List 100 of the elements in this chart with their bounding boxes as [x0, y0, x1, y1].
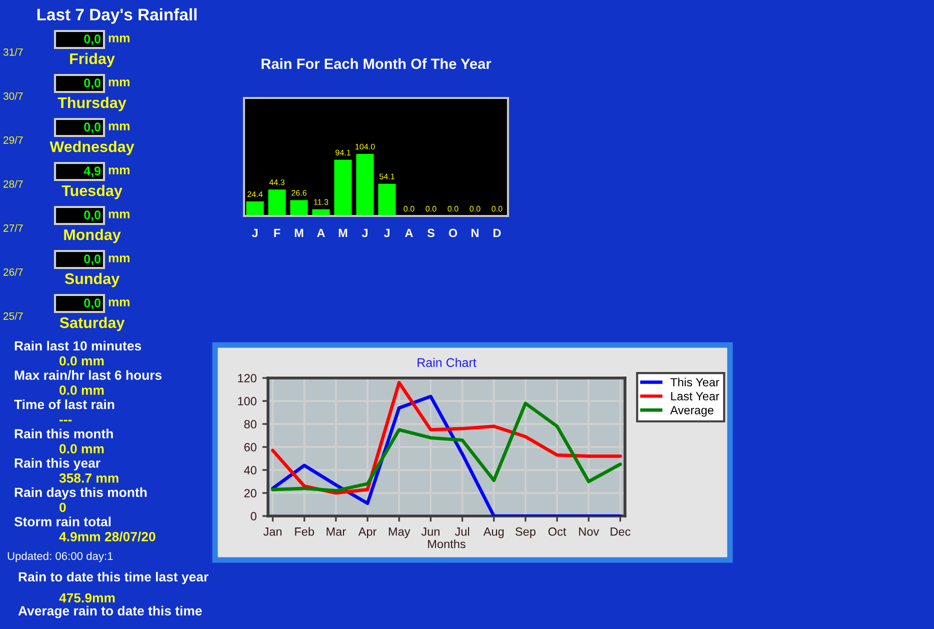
chart-title: Rain Chart: [418, 358, 476, 368]
y-tick-label: 120: [238, 374, 256, 382]
x-tick-label: Dec: [610, 528, 630, 536]
text: 4.9mm 28/07/20: [59, 532, 156, 542]
text: 0,0: [84, 78, 100, 90]
y-tick-label: 80: [244, 420, 256, 428]
x-tick-label: Feb: [295, 527, 314, 536]
x-tick-label: M: [338, 228, 348, 238]
text: 25/7: [4, 312, 23, 320]
data-label: 0.0: [448, 206, 458, 212]
category-label: Sunday: [64, 272, 120, 288]
category-label: Wednesday: [50, 140, 134, 156]
x-tick-label: J: [252, 228, 258, 238]
bar: [334, 160, 352, 216]
bar: [246, 201, 264, 216]
category-label: Friday: [70, 52, 115, 68]
category-label: Time of last rain: [14, 399, 114, 410]
x-tick-label: Nov: [579, 528, 600, 536]
data-label: 26.6: [292, 190, 306, 196]
data-label: 11.3: [314, 199, 328, 205]
legend-label: Last Year: [671, 392, 720, 400]
text: mm: [108, 256, 130, 262]
x-tick-label: Apr: [358, 528, 377, 538]
bar: [268, 190, 286, 216]
x-tick-label: Mar: [326, 528, 346, 536]
y-tick-label: 40: [244, 466, 256, 474]
category-label: Storm rain total: [14, 516, 111, 526]
text: 0,0: [84, 298, 100, 310]
text: mm: [108, 36, 130, 42]
data-label: 94.1: [336, 150, 350, 156]
text: mm: [108, 212, 130, 218]
x-tick-label: Jun: [421, 528, 440, 536]
text: 31/7: [3, 48, 23, 56]
x-tick-label: S: [427, 228, 434, 238]
text: mm: [108, 124, 130, 130]
x-tick-label: Oct: [548, 527, 566, 536]
text: mm: [108, 80, 130, 86]
data-label: 24.4: [248, 191, 263, 197]
x-tick-label: N: [472, 228, 478, 238]
text: 29/7: [4, 136, 23, 144]
text: 27/7: [4, 224, 23, 232]
chart-title: Rain For Each Month Of The Year: [262, 58, 492, 69]
text: 0,0: [84, 210, 100, 222]
category-label: Rain this year: [14, 458, 100, 470]
text: 0.0 mm: [60, 356, 104, 366]
data-label: 44.3: [269, 179, 284, 186]
text: 0,0: [84, 34, 100, 46]
x-tick-label: A: [317, 228, 325, 238]
x-tick-label: A: [405, 228, 413, 238]
category-label: Thursday: [58, 96, 126, 112]
text: 358.7 mm: [59, 473, 118, 483]
category-label: Max rain/hr last 6 hours: [14, 370, 162, 380]
bar: [378, 184, 396, 216]
category-label: Monday: [64, 228, 121, 244]
y-tick-label: 100: [238, 397, 256, 406]
text: Last 7 Day's Rainfall: [37, 8, 197, 24]
x-tick-label: M: [294, 228, 304, 238]
text: mm: [108, 168, 130, 174]
y-tick-label: 0: [250, 512, 256, 520]
category-label: Average rain to date this time: [18, 606, 202, 618]
data-label: 0.0: [470, 206, 480, 212]
x-tick-label: J: [362, 228, 368, 238]
category-label: Rain last 10 minutes: [14, 340, 142, 351]
data-label: 0.0: [492, 206, 502, 212]
x-tick-label: F: [274, 228, 280, 238]
y-tick-label: 20: [244, 489, 256, 498]
bar: [356, 154, 374, 216]
text: 28/7: [4, 180, 23, 188]
text: Updated: 06:00 day:1: [8, 552, 113, 562]
legend-label: Average: [670, 406, 714, 417]
text: 0: [60, 502, 66, 512]
text: 0.0 mm: [60, 386, 104, 395]
data-label: 54.1: [379, 174, 394, 180]
text: 475.9mm: [59, 593, 115, 603]
data-label: 0.0: [404, 206, 414, 212]
text: 0,0: [84, 122, 100, 134]
line-series: [271, 394, 622, 516]
text: 30/7: [3, 92, 23, 100]
x-tick-label: D: [494, 228, 501, 238]
x-tick-label: J: [384, 228, 390, 238]
text: ---: [60, 420, 72, 422]
text: 0.0 mm: [60, 444, 104, 454]
category-label: Rain to date this time last year: [18, 572, 208, 584]
data-label: 104.0: [356, 144, 375, 150]
x-tick-label: O: [448, 228, 458, 238]
category-label: Tuesday: [62, 184, 122, 200]
category-label: Rain this month: [14, 428, 113, 438]
x-tick-label: Jul: [454, 527, 470, 536]
text: mm: [108, 300, 130, 306]
line-series: [271, 402, 622, 492]
x-tick-label: Jan: [263, 528, 282, 536]
category-label: Saturday: [60, 316, 125, 332]
text: 4,9: [84, 166, 101, 178]
y-tick-label: 60: [244, 443, 256, 452]
text: 26/7: [4, 268, 23, 276]
x-tick-label: Aug: [483, 528, 504, 538]
legend-label: This Year: [670, 378, 720, 386]
x-tick-label: Sep: [516, 527, 536, 538]
bar: [290, 200, 308, 216]
line-series: [271, 380, 622, 495]
